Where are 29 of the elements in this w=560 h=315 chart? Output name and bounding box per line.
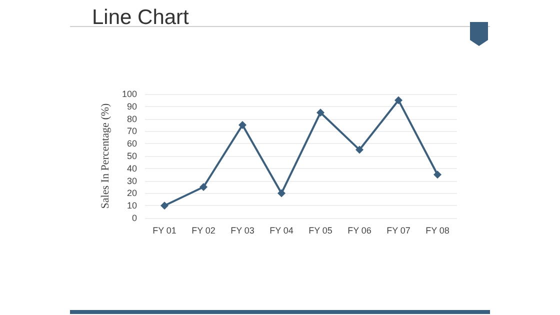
x-tick-label: FY 01 [152,226,176,236]
x-tick-label: FY 06 [348,226,372,236]
y-tick-label: 20 [126,188,137,198]
x-tick-label: FY 05 [308,226,332,236]
y-tick-label: 40 [126,163,137,174]
point [160,202,168,210]
point [394,96,402,104]
y-tick-label: 90 [126,101,137,112]
x-tick-label: FY 03 [230,226,254,236]
y-tick-label: 0 [132,213,137,223]
x-tick-label: FY 04 [270,226,294,236]
y-tick-label: 60 [126,138,137,149]
point [238,121,246,129]
point [316,108,324,117]
y-tick-label: 50 [126,151,137,161]
x-tick-label: FY 07 [386,226,410,236]
y-tick-label: 30 [126,176,137,186]
y-tick-label: 100 [122,89,137,99]
y-axis-title: Sales In Percentage (%) [100,102,112,209]
point [278,189,286,198]
point [200,183,208,191]
y-tick-label: 10 [126,200,137,211]
point [434,170,442,179]
x-tick-label: FY 08 [426,226,450,236]
y-tick-label: 70 [126,126,137,136]
chart-title: Line Chart [92,6,190,29]
y-tick-label: 80 [126,114,137,124]
point [356,146,364,154]
x-tick-label: FY 02 [192,226,216,236]
